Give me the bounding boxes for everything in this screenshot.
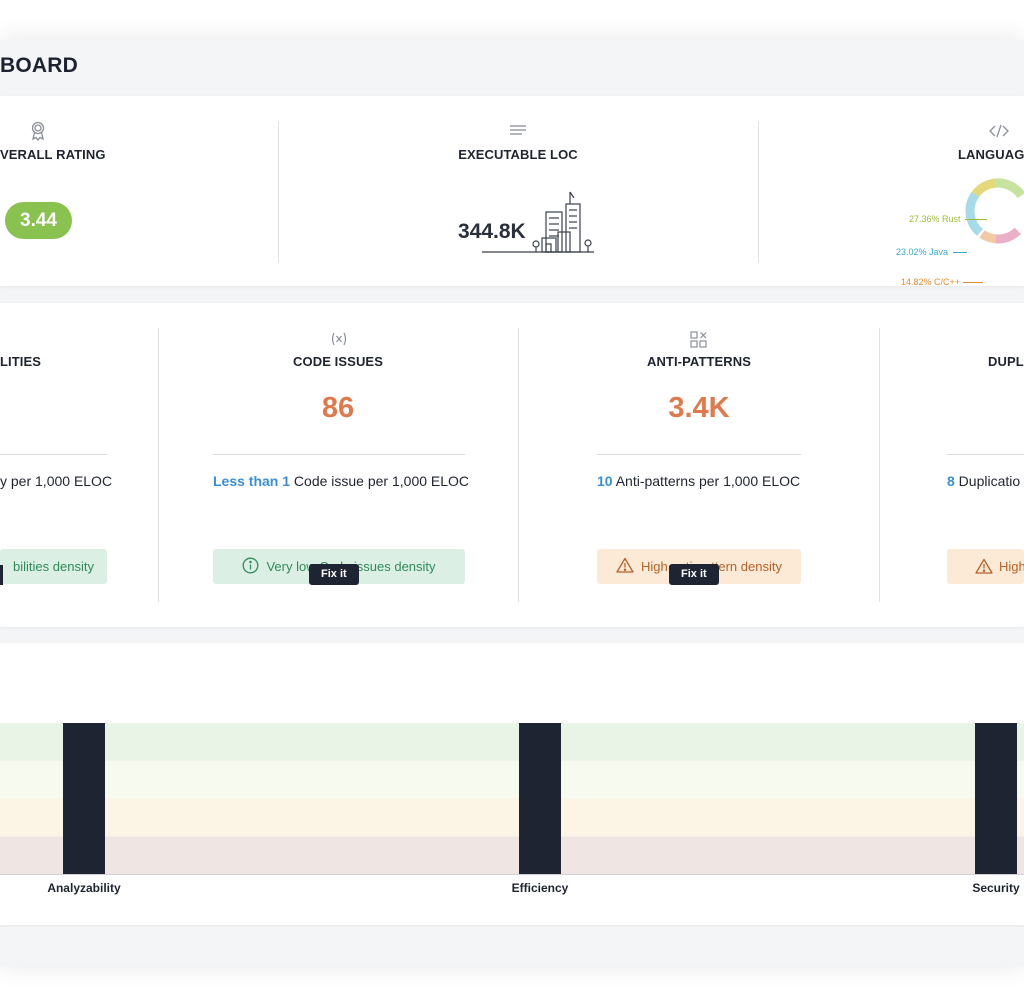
metrics-card: LITIES y per 1,000 ELOC bilities density… <box>0 303 1024 627</box>
chart-bar-efficiency[interactable] <box>519 723 561 874</box>
chart-band-1 <box>0 760 1024 799</box>
vulnerabilities-status: bilities density <box>0 549 107 584</box>
executable-loc-label: EXECUTABLE LOC <box>458 147 578 162</box>
award-ribbon-icon <box>29 121 47 141</box>
variable-x-icon <box>330 332 348 346</box>
duplication-density-number: 8 <box>947 473 955 489</box>
leader-line <box>953 252 967 253</box>
chart-band-0 <box>0 723 1024 761</box>
duplication-label: DUPL <box>988 354 1024 369</box>
duplication-status-text: High <box>999 559 1024 574</box>
language-java: 23.02% Java <box>896 247 949 257</box>
info-circle-icon <box>242 557 259 577</box>
executable-loc-value: 344.8K <box>458 220 526 243</box>
summary-card: VERALL RATING 3.44 EXECUTABLE LOC 344.8K <box>0 96 1024 287</box>
chart-label-security: Security <box>972 881 1020 895</box>
languages-label: LANGUAG <box>958 147 1024 162</box>
warning-triangle-icon <box>616 557 634 576</box>
code-brackets-icon <box>989 124 1009 138</box>
chart-bar-analyzability[interactable] <box>63 723 105 874</box>
anti-patterns-label: ANTI-PATTERNS <box>646 354 752 369</box>
divider <box>213 454 465 455</box>
divider <box>158 328 159 602</box>
anti-patterns-density-number: 10 <box>597 473 613 489</box>
language-rust: 27.36% Rust <box>909 214 961 224</box>
languages-donut <box>960 176 1024 246</box>
vulnerabilities-density: y per 1,000 ELOC <box>0 473 113 489</box>
vulnerabilities-fix-button-edge[interactable] <box>0 565 3 585</box>
chart-label-efficiency: Efficiency <box>512 881 569 895</box>
grid-squares-icon <box>690 331 708 348</box>
leader-line <box>963 282 983 283</box>
vulnerabilities-label: LITIES <box>0 354 42 369</box>
chart-label-analyzability: Analyzability <box>47 881 121 895</box>
anti-patterns-density-text: Anti-patterns per 1,000 ELOC <box>612 473 801 489</box>
code-issues-value: 86 <box>321 392 355 424</box>
divider <box>597 454 801 455</box>
text-lines-icon <box>509 124 527 138</box>
duplication-status: High <box>947 549 1024 584</box>
quality-chart-card: Analyzability Efficiency Security <box>0 643 1024 925</box>
leader-line <box>965 219 987 220</box>
language-c-cpp: 14.82% C/C++ <box>901 277 961 287</box>
quality-bar-chart: Analyzability Efficiency Security <box>0 723 1024 895</box>
anti-patterns-density: 10 Anti-patterns per 1,000 ELOC <box>597 473 800 489</box>
page-title: BOARD <box>0 54 78 77</box>
anti-patterns-fix-button[interactable]: Fix it <box>669 564 719 585</box>
divider <box>278 122 279 262</box>
duplication-density: 8 Duplicatio <box>947 473 1020 489</box>
overall-rating-label: VERALL RATING <box>0 147 106 162</box>
warning-triangle-icon <box>975 558 993 577</box>
dashboard-window: BOARD VERALL RATING 3.44 EXECUTABLE LOC … <box>0 40 1024 966</box>
code-issues-density: Less than 1 Code issue per 1,000 ELOC <box>213 473 469 489</box>
overall-rating-badge: 3.44 <box>5 202 72 239</box>
city-buildings-icon <box>480 188 596 254</box>
code-issues-density-number: Less than 1 <box>213 473 291 489</box>
divider <box>758 122 759 262</box>
code-issues-label: CODE ISSUES <box>293 354 383 369</box>
code-issues-fix-button[interactable]: Fix it <box>309 564 359 585</box>
chart-band-2 <box>0 798 1024 837</box>
divider <box>879 328 880 602</box>
divider <box>0 454 107 455</box>
divider <box>947 454 1024 455</box>
chart-band-3 <box>0 836 1024 874</box>
vulnerabilities-status-text: bilities density <box>13 559 94 574</box>
anti-patterns-value: 3.4K <box>668 392 730 424</box>
divider <box>518 328 519 602</box>
code-issues-density-text: Code issue per 1,000 ELOC <box>290 473 470 489</box>
chart-bar-security[interactable] <box>975 723 1017 874</box>
duplication-density-text: Duplicatio <box>954 473 1021 489</box>
